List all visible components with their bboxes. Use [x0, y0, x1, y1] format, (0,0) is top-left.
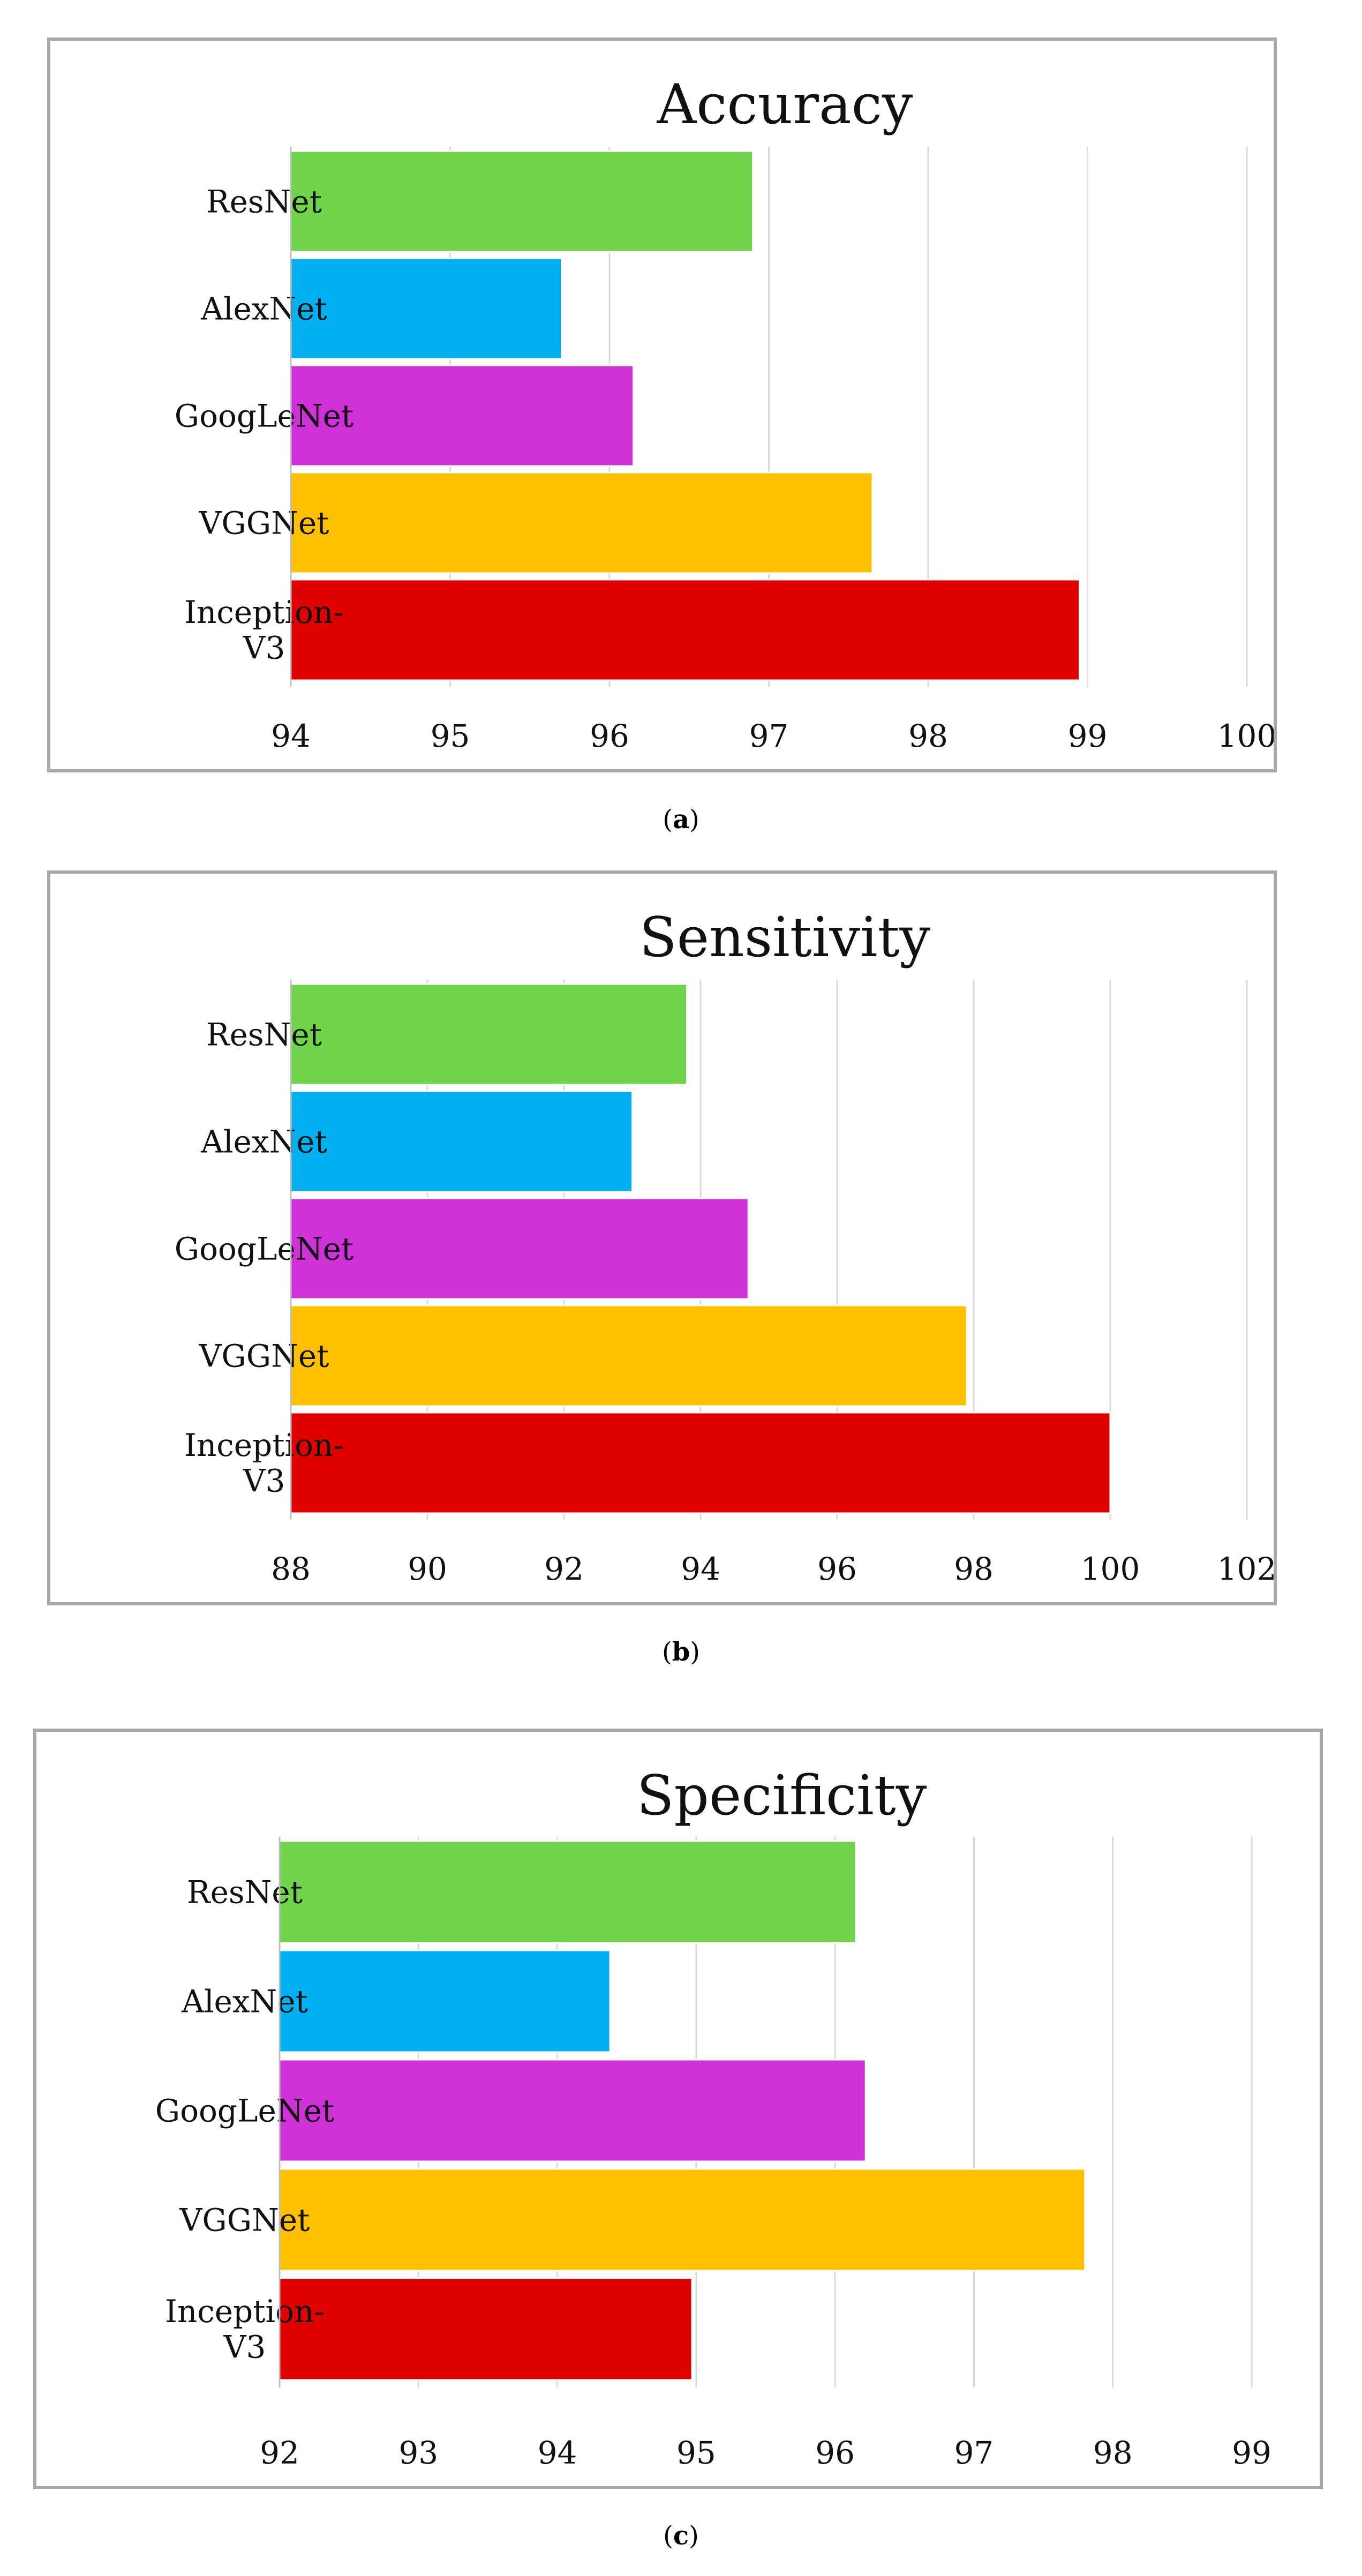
bar-inception-v3: [290, 1411, 1111, 1514]
x-tick-label: 88: [271, 1551, 311, 1587]
chart-frame: [33, 1729, 1323, 2489]
x-tick-label: 92: [260, 2435, 299, 2471]
category-label: AlexNet: [200, 290, 327, 327]
chart-frame: [47, 870, 1277, 1605]
bar-inception-v3: [279, 2277, 693, 2381]
caption-a: (a): [663, 805, 699, 835]
x-tick-label: 97: [954, 2435, 994, 2471]
category-label: VGGNet: [199, 505, 329, 541]
x-tick-label: 90: [408, 1551, 447, 1587]
x-tick-label: 97: [749, 718, 789, 754]
accuracy-chart: Accuracy ResNet AlexNet GoogLeNet VGGNet Ince…: [175, 73, 1277, 754]
sensitivity-chart: Sensitivity ResNet AlexNet GoogLeNet VGGNet I…: [175, 906, 1277, 1587]
x-tick-label: 99: [1232, 2435, 1271, 2471]
bar-alexnet: [279, 1949, 611, 2053]
x-tick-label: 95: [676, 2435, 716, 2471]
category-label: Inception-V3: [184, 1427, 344, 1499]
caption-b: (b): [661, 1637, 701, 1667]
x-tick-label: 96: [815, 2435, 855, 2471]
x-tick-label: 102: [1217, 1551, 1277, 1587]
category-label: ResNet: [206, 183, 322, 220]
x-tick-label: 96: [817, 1551, 857, 1587]
x-tick-label: 98: [1093, 2435, 1133, 2471]
chart-panel-sensitivity: Sensitivity ResNet AlexNet GoogLeNet VGGNet I…: [47, 870, 1277, 1605]
specificity-chart: Specificity ResNet AlexNet GoogLeNet VGGNet I…: [155, 1764, 1271, 2471]
bar-resnet: [290, 150, 754, 253]
x-tick-label: 96: [590, 718, 629, 754]
category-label: VGGNet: [179, 2202, 310, 2238]
bar-googlenet: [279, 2059, 867, 2162]
x-tick-label: 93: [398, 2435, 438, 2471]
chart-frame: [47, 37, 1277, 772]
chart-panel-accuracy: Accuracy ResNet AlexNet GoogLeNet VGGNet Ince…: [47, 37, 1277, 772]
category-label: Inception-V3: [165, 2293, 325, 2365]
category-label: ResNet: [206, 1016, 322, 1053]
x-tick-label: 94: [681, 1551, 720, 1587]
x-tick-label: 94: [538, 2435, 577, 2471]
x-tick-label: 94: [271, 718, 311, 754]
category-label: AlexNet: [181, 1983, 308, 2019]
x-tick-label: 98: [954, 1551, 994, 1587]
category-label: AlexNet: [200, 1123, 327, 1160]
chart-title: Sensitivity: [639, 906, 931, 970]
category-label: GoogLeNet: [155, 2092, 335, 2129]
x-tick-label: 100: [1081, 1551, 1140, 1587]
category-label: Inception-V3: [184, 594, 344, 666]
chart-title: Specificity: [637, 1764, 927, 1828]
category-label: ResNet: [187, 1874, 303, 1910]
caption-c: (c): [663, 2521, 699, 2551]
category-label: GoogLeNet: [175, 397, 354, 434]
bar-resnet: [290, 983, 688, 1086]
bar-inception-v3: [290, 579, 1081, 681]
bar-vggnet: [290, 471, 874, 574]
category-label: GoogLeNet: [175, 1230, 354, 1267]
bar-googlenet: [290, 364, 635, 467]
chart-title: Accuracy: [657, 73, 913, 137]
x-tick-label: 100: [1217, 718, 1277, 754]
x-tick-label: 98: [908, 718, 948, 754]
x-tick-label: 95: [431, 718, 470, 754]
bar-vggnet: [279, 2168, 1086, 2272]
bar-vggnet: [290, 1304, 968, 1407]
x-tick-label: 92: [544, 1551, 584, 1587]
bar-alexnet: [290, 1090, 633, 1193]
category-label: VGGNet: [199, 1338, 329, 1374]
bar-alexnet: [290, 257, 563, 360]
x-tick-label: 99: [1068, 718, 1108, 754]
chart-panel-specificity: Specificity ResNet AlexNet GoogLeNet VGGNet I…: [33, 1729, 1323, 2489]
